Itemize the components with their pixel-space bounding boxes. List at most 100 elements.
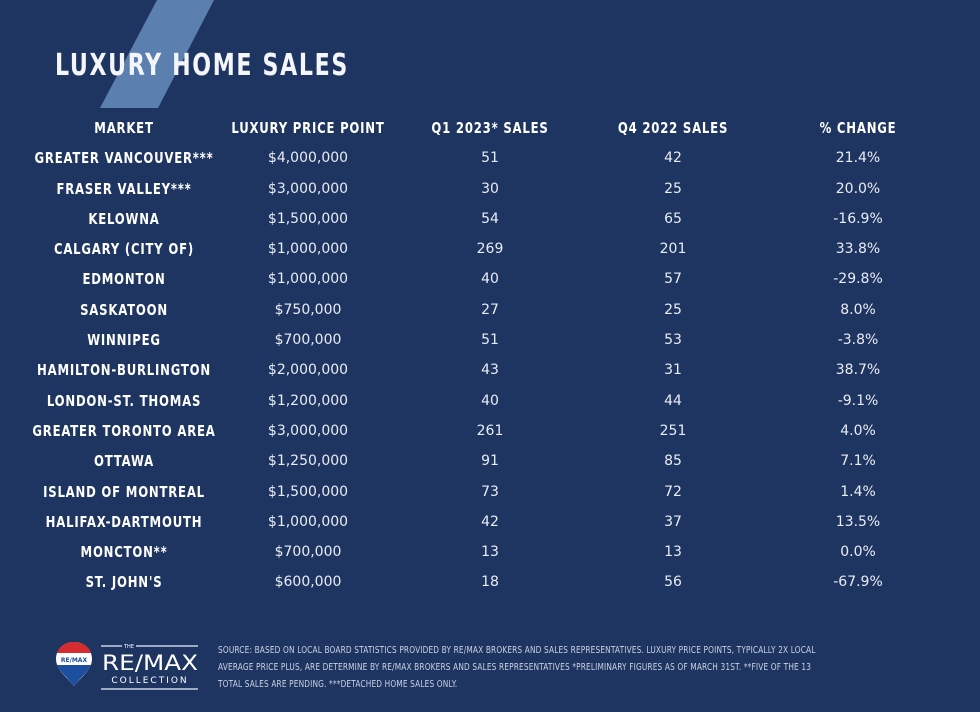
- table-row: OTTAWA $1,250,000 91 85 7.1%: [0, 447, 980, 477]
- cell-market: HAMILTON-BURLINGTON: [37, 361, 211, 380]
- cell-percent-change: 7.1%: [840, 453, 876, 470]
- cell-percent-change: 1.4%: [840, 483, 876, 500]
- cell-price-point: $3,000,000: [267, 422, 349, 439]
- table-row: GREATER VANCOUVER*** $4,000,000 51 42 21.4%: [0, 144, 980, 174]
- cell-percent-change: 8.0%: [840, 301, 876, 318]
- cell-q1-sales: 261: [476, 422, 504, 439]
- column-header: Q4 2022 SALES: [617, 119, 729, 137]
- cell-q1-sales: 18: [481, 574, 499, 591]
- table-header: MARKET LUXURY PRICE POINT Q1 2023* SALES…: [0, 114, 980, 144]
- cell-market: KELOWNA: [88, 209, 160, 228]
- cell-price-point: $1,500,000: [267, 483, 349, 500]
- cell-price-point: $750,000: [274, 301, 342, 318]
- cell-market: EDMONTON: [82, 270, 166, 289]
- cell-q4-sales: 56: [664, 574, 682, 591]
- table-row: KELOWNA $1,500,000 54 65 -16.9%: [0, 205, 980, 235]
- cell-percent-change: -29.8%: [833, 271, 883, 288]
- cell-market: SASKATOON: [80, 300, 168, 319]
- cell-percent-change: 13.5%: [835, 513, 881, 530]
- column-header: % CHANGE: [819, 119, 897, 137]
- footnote-line: AVERAGE PRICE PLUS, ARE DETERMINE BY RE/…: [218, 662, 812, 673]
- svg-text:THE: THE: [123, 644, 134, 650]
- cell-price-point: $1,200,000: [267, 392, 349, 409]
- cell-q1-sales: 54: [481, 210, 499, 227]
- cell-market: OTTAWA: [94, 452, 154, 471]
- table-row: ISLAND OF MONTREAL $1,500,000 73 72 1.4%: [0, 478, 980, 508]
- cell-market: LONDON-ST. THOMAS: [46, 391, 202, 410]
- cell-percent-change: -67.9%: [833, 574, 883, 591]
- cell-q4-sales: 65: [664, 210, 682, 227]
- cell-q1-sales: 91: [481, 453, 499, 470]
- sales-table: MARKET LUXURY PRICE POINT Q1 2023* SALES…: [0, 114, 980, 599]
- cell-price-point: $2,000,000: [267, 362, 349, 379]
- cell-q4-sales: 42: [664, 150, 682, 167]
- cell-q1-sales: 40: [481, 271, 499, 288]
- table-row: FRASER VALLEY*** $3,000,000 30 25 20.0%: [0, 175, 980, 205]
- logo-balloon-text: RE/MAX: [61, 657, 88, 664]
- cell-q1-sales: 42: [481, 513, 499, 530]
- cell-q1-sales: 43: [481, 362, 499, 379]
- cell-price-point: $600,000: [274, 574, 342, 591]
- cell-price-point: $1,500,000: [267, 210, 349, 227]
- cell-q1-sales: 269: [476, 241, 504, 258]
- cell-q4-sales: 57: [664, 271, 682, 288]
- footnote-line: TOTAL SALES ARE PENDING. ***DETACHED HOM…: [218, 679, 458, 690]
- cell-q4-sales: 25: [664, 301, 682, 318]
- cell-percent-change: 33.8%: [835, 241, 881, 258]
- table-row: EDMONTON $1,000,000 40 57 -29.8%: [0, 265, 980, 295]
- table-row: SASKATOON $750,000 27 25 8.0%: [0, 296, 980, 326]
- svg-text:RE/MAX: RE/MAX: [102, 651, 198, 675]
- remax-collection-logo: RE/MAX THE RE/MAX COLLECTION: [56, 642, 198, 690]
- cell-price-point: $1,000,000: [267, 271, 349, 288]
- cell-q4-sales: 251: [659, 422, 687, 439]
- cell-q1-sales: 13: [481, 544, 499, 561]
- column-header: LUXURY PRICE POINT: [231, 119, 385, 137]
- cell-price-point: $700,000: [274, 544, 342, 561]
- cell-q1-sales: 51: [481, 332, 499, 349]
- cell-q4-sales: 13: [664, 544, 682, 561]
- footnote-line: SOURCE: BASED ON LOCAL BOARD STATISTICS …: [218, 645, 816, 656]
- cell-q4-sales: 25: [664, 180, 682, 197]
- cell-q4-sales: 37: [664, 513, 682, 530]
- cell-percent-change: 20.0%: [835, 180, 881, 197]
- table-row: LONDON-ST. THOMAS $1,200,000 40 44 -9.1%: [0, 387, 980, 417]
- cell-percent-change: 21.4%: [835, 150, 881, 167]
- cell-percent-change: 4.0%: [840, 422, 876, 439]
- cell-q1-sales: 73: [481, 483, 499, 500]
- cell-q4-sales: 31: [664, 362, 682, 379]
- table-row: HALIFAX-DARTMOUTH $1,000,000 42 37 13.5%: [0, 508, 980, 538]
- cell-q4-sales: 53: [664, 332, 682, 349]
- column-header: MARKET: [94, 119, 154, 137]
- cell-q1-sales: 40: [481, 392, 499, 409]
- page-title: LUXURY HOME SALES: [55, 48, 349, 83]
- cell-q4-sales: 85: [664, 453, 682, 470]
- table-row: WINNIPEG $700,000 51 53 -3.8%: [0, 326, 980, 356]
- footnote: SOURCE: BASED ON LOCAL BOARD STATISTICS …: [218, 642, 884, 693]
- cell-percent-change: -9.1%: [837, 392, 879, 409]
- cell-market: ST. JOHN'S: [85, 573, 163, 592]
- cell-market: MONCTON**: [80, 543, 168, 562]
- column-header: Q1 2023* SALES: [431, 119, 549, 137]
- svg-text:COLLECTION: COLLECTION: [111, 676, 188, 686]
- balloon-icon: RE/MAX: [56, 642, 92, 686]
- cell-price-point: $1,000,000: [267, 513, 349, 530]
- cell-q1-sales: 30: [481, 180, 499, 197]
- cell-market: WINNIPEG: [87, 331, 161, 350]
- cell-price-point: $3,000,000: [267, 180, 349, 197]
- cell-percent-change: 0.0%: [840, 544, 876, 561]
- cell-price-point: $700,000: [274, 332, 342, 349]
- cell-percent-change: -16.9%: [833, 210, 883, 227]
- table-row: HAMILTON-BURLINGTON $2,000,000 43 31 38.7%: [0, 356, 980, 386]
- cell-percent-change: -3.8%: [837, 332, 879, 349]
- cell-q4-sales: 201: [659, 241, 687, 258]
- table-row: ST. JOHN'S $600,000 18 56 -67.9%: [0, 568, 980, 598]
- cell-price-point: $1,250,000: [267, 453, 349, 470]
- cell-percent-change: 38.7%: [835, 362, 881, 379]
- cell-q4-sales: 72: [664, 483, 682, 500]
- cell-market: FRASER VALLEY***: [56, 179, 192, 198]
- cell-price-point: $1,000,000: [267, 241, 349, 258]
- cell-q4-sales: 44: [664, 392, 682, 409]
- table-row: CALGARY (CITY OF) $1,000,000 269 201 33.8%: [0, 235, 980, 265]
- cell-price-point: $4,000,000: [267, 150, 349, 167]
